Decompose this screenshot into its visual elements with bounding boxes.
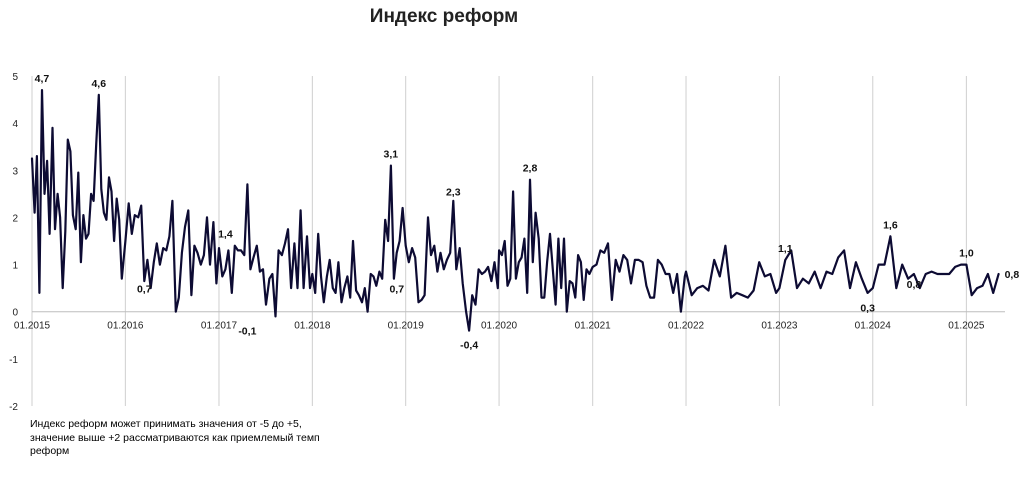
chart-title: Индекс реформ: [369, 6, 519, 27]
data-label: 0,3: [860, 303, 875, 315]
y-tick-label: 2: [12, 213, 18, 224]
data-label: 2,8: [523, 163, 538, 175]
y-tick-label: 4: [12, 119, 18, 130]
x-tick-label: 01.2019: [388, 321, 425, 332]
data-label: 4,7: [35, 73, 50, 85]
x-tick-label: 01.2016: [107, 321, 144, 332]
x-tick-label: 01.2015: [14, 321, 51, 332]
x-tick-label: 01.2025: [948, 321, 985, 332]
data-label: 1,6: [883, 219, 898, 231]
data-label: -0,1: [238, 325, 256, 337]
series-line: [30, 88, 1000, 332]
y-tick-label: 5: [12, 72, 18, 83]
data-label: 0,8: [1005, 269, 1020, 281]
data-label: -0,4: [460, 340, 478, 352]
data-label: 1,4: [218, 229, 233, 241]
data-label: 3,1: [384, 149, 399, 161]
y-tick-label: -1: [9, 355, 18, 366]
data-label: 1,1: [778, 243, 793, 255]
x-tick-label: 01.2023: [761, 321, 798, 332]
y-tick-label: 0: [12, 308, 18, 319]
x-tick-label: 01.2024: [855, 321, 892, 332]
data-label: 1,0: [959, 248, 974, 260]
y-tick-label: 3: [12, 166, 18, 177]
data-label: 0,7: [137, 284, 152, 296]
x-tick-label: 01.2017: [201, 321, 238, 332]
data-label: 4,6: [91, 78, 106, 90]
data-label: 0,7: [389, 284, 404, 296]
footnote: Индекс реформ может принимать значения о…: [30, 418, 320, 457]
y-tick-label: 1: [12, 261, 18, 272]
y-tick-label: -2: [9, 402, 18, 413]
x-tick-label: 01.2020: [481, 321, 518, 332]
x-tick-label: 01.2021: [575, 321, 612, 332]
x-tick-label: 01.2022: [668, 321, 705, 332]
x-tick-label: 01.2018: [294, 321, 331, 332]
data-label: 2,3: [446, 186, 461, 198]
data-label: 0,8: [907, 279, 922, 291]
